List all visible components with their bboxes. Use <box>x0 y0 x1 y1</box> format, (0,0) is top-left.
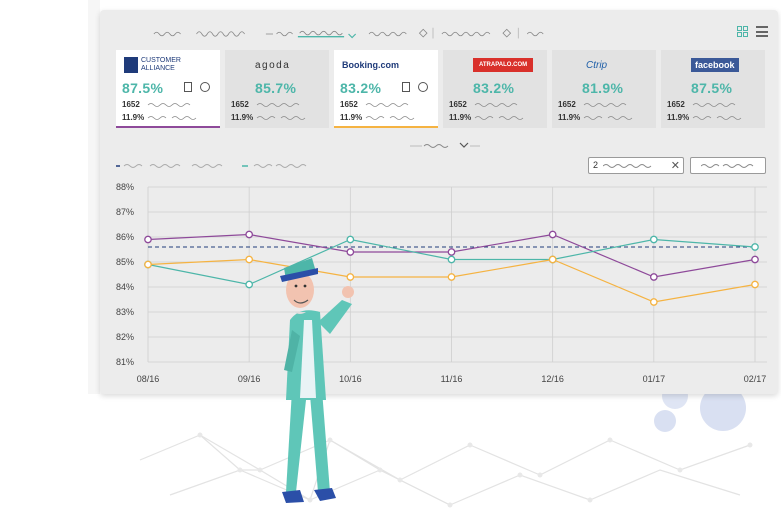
y-tick-label: 85% <box>116 257 134 267</box>
card-underline <box>334 126 438 128</box>
review-count: 1652 <box>558 100 576 109</box>
data-point <box>548 255 557 264</box>
x-tick-label: 01/17 <box>643 374 666 384</box>
score-percentage: 83.2% <box>340 80 382 96</box>
data-point <box>144 235 152 244</box>
data-point <box>245 255 254 264</box>
score-percentage: 81.9% <box>582 80 624 96</box>
comparison-filter[interactable]: 2 ✕ <box>588 157 684 174</box>
source-card[interactable]: agoda 85.7% 1652 11.9% <box>225 50 329 128</box>
data-point <box>649 298 658 306</box>
data-point <box>751 280 759 289</box>
score-percentage: 83.2% <box>473 80 515 96</box>
comment-icon[interactable] <box>418 82 428 92</box>
y-tick-label: 88% <box>116 182 134 192</box>
x-tick-label: 12/16 <box>541 374 564 384</box>
x-tick-label: 10/16 <box>339 374 362 384</box>
data-point <box>245 230 254 239</box>
review-count: 1652 <box>122 100 140 109</box>
data-point <box>346 248 355 256</box>
data-point <box>346 235 355 244</box>
x-tick-label: 09/16 <box>238 374 261 384</box>
source-card[interactable]: facebook 87.5% 1652 11.9% <box>661 50 765 128</box>
y-tick-label: 83% <box>116 307 134 317</box>
facebook-logo: facebook <box>669 56 739 74</box>
data-point <box>751 243 759 251</box>
label-placeholder <box>256 103 306 120</box>
data-point <box>649 235 658 244</box>
share-percentage: 11.9% <box>340 113 363 122</box>
source-card[interactable]: Ctrip 81.9% 1652 11.9% <box>552 50 656 128</box>
dashboard-panel: CUSTOMER ALLIANCE 87.5% 1652 11.9% agoda 85.7… <box>100 10 778 394</box>
y-tick-label: 82% <box>116 332 134 342</box>
close-icon[interactable]: ✕ <box>670 160 680 172</box>
share-percentage: 11.9% <box>558 113 581 122</box>
label-placeholder <box>583 103 633 120</box>
data-point <box>144 260 152 269</box>
label-placeholder <box>474 103 524 120</box>
toolbar-filters <box>153 27 544 39</box>
data-point <box>751 255 759 264</box>
x-tick-label: 08/16 <box>137 374 160 384</box>
share-percentage: 11.9% <box>122 113 145 122</box>
review-count: 1652 <box>667 100 685 109</box>
speech-bubble-decoration <box>700 385 746 431</box>
label-placeholder <box>147 103 197 120</box>
logo-text: ATRAPALO.COM <box>473 58 534 72</box>
booking-logo: Booking.com <box>342 56 399 74</box>
data-point <box>447 248 456 256</box>
score-percentage: 85.7% <box>255 80 297 96</box>
data-point <box>548 230 557 239</box>
expand-toggle[interactable] <box>410 140 480 152</box>
data-point <box>649 273 658 281</box>
login-icon[interactable] <box>184 82 192 92</box>
filter-button[interactable] <box>690 157 766 174</box>
data-point <box>346 273 355 281</box>
source-card[interactable]: Booking.com 83.2% 1652 11.9% <box>334 50 438 128</box>
filter-value: 2 <box>593 160 599 170</box>
label-placeholder <box>365 103 415 120</box>
chevron-down-icon <box>459 142 469 148</box>
ctrip-logo: Ctrip <box>560 56 607 74</box>
score-percentage: 87.5% <box>122 80 164 96</box>
chart-legend <box>116 164 307 168</box>
y-tick-label: 84% <box>116 282 134 292</box>
share-percentage: 11.9% <box>231 113 254 122</box>
review-count: 1652 <box>449 100 467 109</box>
review-count: 1652 <box>231 100 249 109</box>
review-count: 1652 <box>340 100 358 109</box>
list-view-icon[interactable] <box>756 26 768 37</box>
y-tick-label: 81% <box>116 357 134 367</box>
x-tick-label: 02/17 <box>744 374 767 384</box>
score-percentage: 87.5% <box>691 80 733 96</box>
source-card[interactable]: ATRAPALO.COM 83.2% 1652 11.9% <box>443 50 547 128</box>
share-percentage: 11.9% <box>449 113 472 122</box>
logo-text: agoda <box>255 59 291 71</box>
card-underline <box>116 126 220 128</box>
comment-icon[interactable] <box>200 82 210 92</box>
logo-text: Booking.com <box>342 60 400 70</box>
logo-text: Ctrip <box>586 59 608 71</box>
y-tick-label: 86% <box>116 232 134 242</box>
logo-text: CUSTOMER ALLIANCE <box>124 57 181 73</box>
source-card[interactable]: CUSTOMER ALLIANCE 87.5% 1652 11.9% <box>116 50 220 128</box>
customer-alliance-logo: CUSTOMER ALLIANCE <box>124 56 181 74</box>
x-tick-label: 11/16 <box>441 374 463 384</box>
data-point <box>447 273 456 281</box>
login-icon[interactable] <box>402 82 410 92</box>
panel-edge <box>88 0 100 394</box>
label-placeholder <box>692 103 742 120</box>
data-point <box>447 255 456 264</box>
grid-view-icon[interactable] <box>737 26 748 37</box>
logo-text: facebook <box>691 58 739 72</box>
data-point <box>245 280 254 289</box>
atrapalo-logo: ATRAPALO.COM <box>451 56 534 74</box>
agoda-logo: agoda <box>233 56 290 74</box>
share-percentage: 11.9% <box>667 113 690 122</box>
y-tick-label: 87% <box>116 207 134 217</box>
